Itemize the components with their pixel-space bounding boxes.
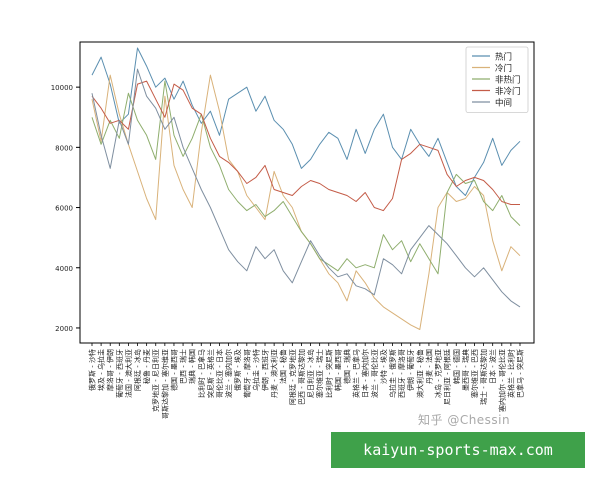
x-tick-label: 墨西哥 - 瑞典 (461, 349, 470, 391)
x-tick-label: 西班牙 - 摩洛哥 (397, 349, 406, 398)
x-tick-label: 哥斯达黎加 - 塞尔维亚 (160, 349, 169, 419)
x-tick-label: 韩国 - 德国 (452, 349, 461, 384)
x-tick-label: 葡萄牙 - 西班牙 (115, 349, 124, 398)
watermark-text: 知乎 @Chessin (418, 413, 511, 427)
y-tick-label: 2000 (55, 325, 73, 333)
x-tick-label: 日本 - 塞内加尔 (361, 349, 370, 398)
y-tick-label: 6000 (55, 205, 73, 213)
x-tick-label: 英格兰 - 巴拿马 (352, 349, 361, 398)
x-tick-label: 塞尔维亚 - 瑞士 (315, 349, 324, 398)
y-tick-label: 4000 (55, 265, 73, 273)
series-line-4 (91, 68, 521, 308)
x-tick-label: 塞尔维亚 - 巴西 (470, 349, 479, 398)
x-tick-label: 丹麦 - 澳大利亚 (270, 349, 279, 398)
legend-box (465, 46, 529, 113)
x-tick-label: 巴拿马 - 突尼斯 (516, 349, 525, 398)
x-tick-label: 伊朗 - 葡萄牙 (406, 349, 415, 391)
x-tick-label: 伊朗 - 西班牙 (261, 349, 270, 391)
y-tick-label: 8000 (55, 144, 73, 152)
x-tick-label: 德国 - 瑞典 (342, 349, 351, 384)
x-tick-label: 比利时 - 巴拿马 (197, 349, 206, 398)
legend-label: 非热门 (495, 75, 521, 86)
x-tick-label: 阿根廷 - 克罗地亚 (288, 349, 297, 405)
site-banner[interactable]: kaiyun-sports-max.com (331, 432, 585, 468)
legend-label: 热门 (495, 52, 512, 63)
x-tick-label: 乌拉圭 - 沙特 (251, 349, 260, 391)
x-tick-label: 英格兰 - 比利时 (506, 349, 515, 398)
x-tick-label: 塞内加尔 - 哥伦比亚 (497, 349, 506, 412)
x-tick-label: 乌拉圭 - 俄罗斯 (388, 349, 397, 398)
x-tick-label: 比利时 - 突尼斯 (324, 349, 333, 398)
x-tick-label: 巴西 - 瑞士 (179, 349, 188, 384)
series-line-3 (91, 80, 520, 212)
x-tick-label: 摩洛哥 - 伊朗 (106, 349, 115, 391)
legend-label: 冷门 (495, 63, 512, 74)
y-tick-label: 10000 (51, 84, 73, 92)
x-tick-label: 哥伦比亚 - 日本 (215, 349, 224, 398)
x-tick-label: 瑞典 - 韩国 (188, 349, 197, 384)
x-tick-label: 突尼斯 - 英格兰 (206, 349, 215, 398)
x-tick-label: 巴西 - 哥斯达黎加 (297, 349, 306, 405)
x-tick-label: 波兰 - 塞内加尔 (224, 349, 233, 398)
x-tick-label: 葡萄牙 - 摩洛哥 (242, 349, 251, 398)
series-layer (91, 47, 521, 330)
y-axis: 2000 4000 6000 8000 10000 (51, 84, 80, 333)
legend-label: 非冷门 (495, 86, 521, 97)
x-tick-label: 俄罗斯 - 沙特 (88, 349, 97, 391)
series-line-0 (91, 47, 521, 196)
x-tick-label: 冰岛 - 克罗地亚 (434, 349, 443, 398)
x-tick-label: 韩国 - 墨西哥 (333, 349, 342, 391)
x-tick-label: 尼日利亚 - 冰岛 (306, 349, 315, 398)
x-tick-label: 法国 - 秘鲁 (279, 349, 288, 384)
plot-frame (79, 41, 535, 344)
x-tick-label: 克罗地亚 - 尼日利亚 (151, 349, 160, 412)
x-tick-label: 沙特 - 埃及 (379, 349, 388, 384)
x-tick-label: 秘鲁 - 丹麦 (142, 349, 151, 384)
x-tick-label: 波兰 - 哥伦比亚 (370, 349, 379, 398)
x-tick-label: 瑞士 - 哥斯达黎加 (479, 349, 488, 405)
legend-label: 中间 (495, 98, 512, 109)
x-tick-label: 尼日利亚 - 阿根廷 (443, 349, 452, 405)
x-tick-label: 阿根廷 - 冰岛 (133, 349, 142, 391)
x-tick-label: 埃及 - 乌拉圭 (97, 349, 106, 391)
x-tick-label: 日本 - 波兰 (488, 349, 497, 384)
x-tick-label: 法国 - 澳大利亚 (124, 349, 133, 398)
x-axis: 俄罗斯 - 沙特 埃及 - 乌拉圭 摩洛哥 - 伊朗 葡萄牙 - 西班牙 法国 - 澳大… (88, 343, 525, 419)
x-tick-label: 澳大利亚 - 秘鲁 (415, 349, 424, 398)
series-line-1 (91, 74, 521, 330)
x-tick-label: 德国 - 墨西哥 (169, 349, 178, 391)
series-line-2 (91, 80, 521, 275)
x-tick-label: 俄罗斯 - 埃及 (233, 349, 242, 391)
x-tick-label: 丹麦 - 法国 (424, 349, 433, 384)
